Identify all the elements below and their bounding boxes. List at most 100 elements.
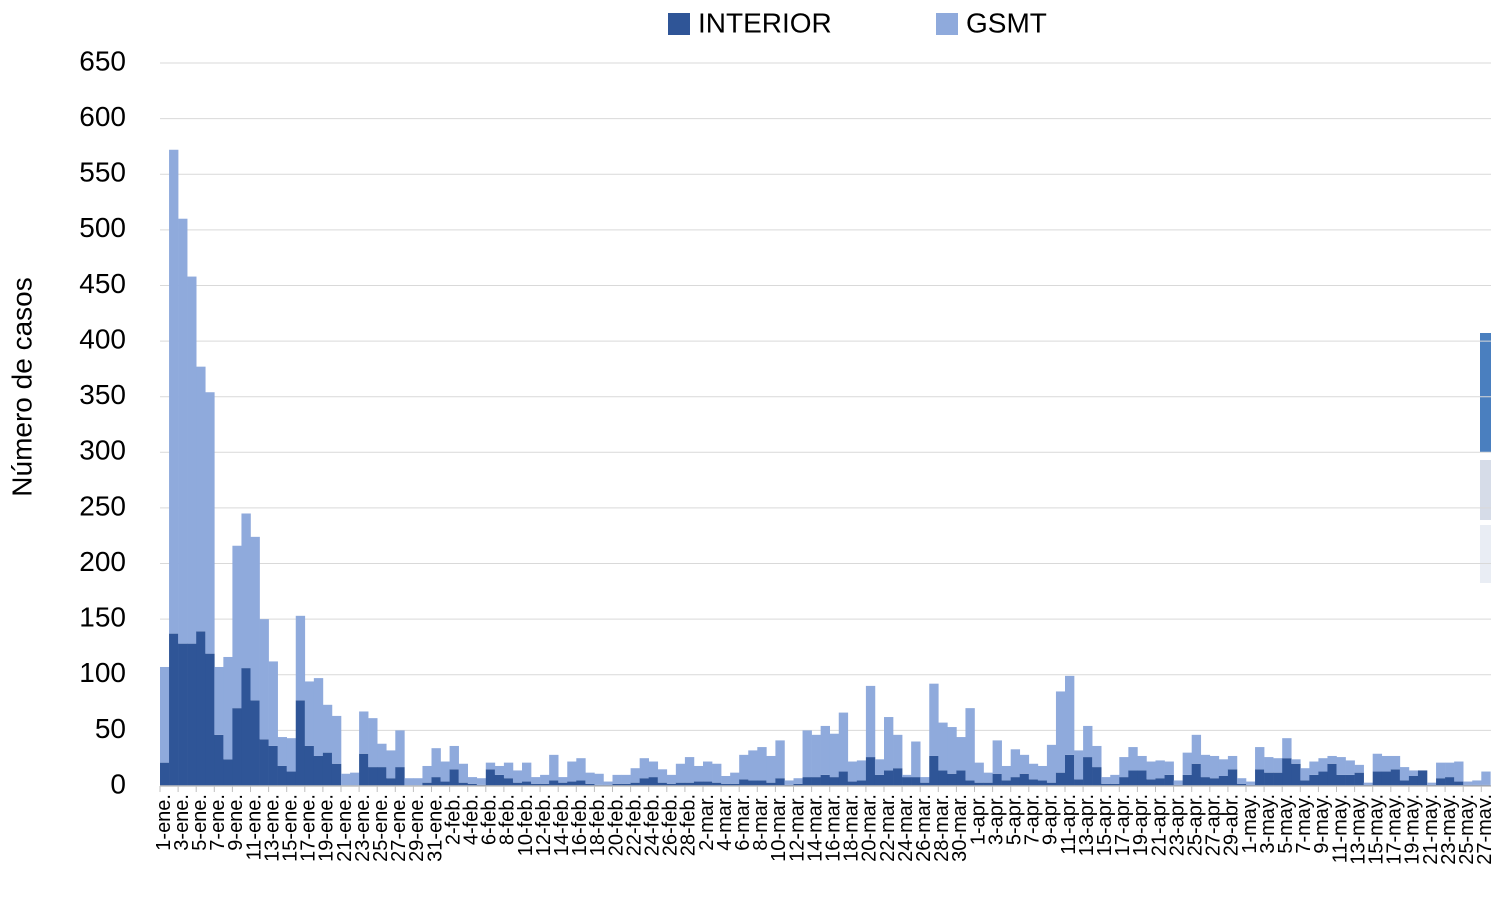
bar-segment [178, 218, 188, 644]
bar-segment [1065, 754, 1075, 786]
bar-segment [1128, 770, 1138, 786]
bar-segment [992, 740, 1002, 774]
bar-segment [1083, 725, 1093, 758]
bar-segment [1010, 777, 1021, 786]
bar-segment [196, 631, 206, 786]
bar-segment [648, 761, 659, 778]
bar-segment [494, 765, 505, 775]
legend-swatch [668, 13, 690, 35]
bar-segment [1417, 770, 1428, 786]
bar-segment [1354, 772, 1364, 786]
bar-segment [259, 619, 269, 740]
x-tick-label: 3-apr. [985, 794, 1007, 845]
bar-segment [1436, 762, 1446, 779]
bar-segment [594, 773, 604, 785]
bar-segment [485, 762, 496, 770]
x-tick-label: 21-may. [1420, 794, 1442, 865]
bar-segment [1255, 747, 1265, 770]
bar-segment [1155, 778, 1165, 786]
bar-segment [1218, 759, 1229, 776]
bar-segment [1055, 691, 1066, 773]
x-tick-label: 17-apr. [1112, 794, 1134, 856]
bar-segment [440, 761, 450, 782]
bar-segment [884, 717, 894, 771]
bar-segment [947, 727, 957, 774]
x-tick-label: 25-may. [1456, 794, 1478, 865]
bar-segment [911, 777, 921, 786]
bar-segment [522, 762, 532, 782]
x-tick-label: 18-feb. [587, 794, 609, 856]
bar-segment [766, 755, 776, 783]
bar-segment [567, 761, 577, 782]
bar-segment [205, 392, 215, 654]
bar-segment [1236, 783, 1247, 786]
bar-segment [847, 781, 858, 786]
bar-segment [956, 770, 966, 786]
bar-segment [1037, 780, 1048, 786]
x-tick-label: 22-mar. [877, 794, 899, 862]
bar-segment [1155, 760, 1165, 779]
bar-segment [286, 738, 297, 772]
bar-segment [549, 780, 559, 786]
bar-segment [1046, 782, 1057, 786]
bar-segment [368, 718, 378, 768]
bar-segment [820, 774, 830, 786]
x-tick-label: 26-feb. [660, 794, 682, 856]
bar-segment [1119, 757, 1129, 778]
bar-segment [1146, 779, 1156, 786]
bar-segment [585, 772, 595, 784]
x-tick-label: 7-apr. [1022, 794, 1044, 845]
bar-segment [558, 777, 568, 783]
bar-segment [178, 643, 188, 786]
x-tick-label: 6-mar. [732, 794, 754, 851]
bar-segment [929, 755, 939, 786]
bar-segment [1019, 773, 1030, 786]
bar-segment [739, 779, 749, 786]
bar-segment [223, 759, 233, 786]
bar-segment [1454, 761, 1464, 782]
bar-segment [214, 666, 224, 735]
x-tick-label: 9-may. [1311, 794, 1333, 854]
x-tick-label: 2-feb. [442, 794, 464, 845]
bar-segment [531, 783, 541, 786]
x-tick-label: 29-abr. [1221, 794, 1243, 856]
bar-segment [874, 774, 885, 786]
bar-segment [739, 754, 749, 780]
bar-segment [341, 773, 351, 786]
x-tick-label: 4-mar. [714, 794, 736, 851]
bar-segment [920, 777, 930, 783]
bar-segment [947, 773, 957, 786]
bar-segment [449, 745, 459, 770]
x-tick-label: 13-apr. [1076, 794, 1098, 856]
bar-segment [1282, 738, 1292, 759]
bar-segment [1273, 772, 1283, 786]
bar-segment [1427, 782, 1437, 785]
bar-segment [1282, 758, 1292, 786]
x-tick-label: 11-apr. [1058, 794, 1080, 855]
bar-segment [1010, 749, 1021, 778]
bar-segment [350, 772, 360, 786]
bar-segment [205, 653, 215, 786]
bar-segment [187, 643, 197, 786]
x-tick-label: 12-mar. [786, 794, 808, 862]
bar-segment [657, 769, 668, 783]
x-tick-label: 27-apr. [1203, 794, 1225, 856]
bar-segment [377, 767, 387, 786]
bar-segment [576, 758, 586, 781]
bar-segment [666, 783, 677, 786]
bar-segment [1092, 767, 1102, 786]
x-tick-label: 14-feb. [551, 794, 573, 856]
x-tick-label: 15-may. [1366, 794, 1388, 865]
bar-segment [811, 734, 821, 778]
y-tick-label: 500 [79, 212, 126, 243]
bar-segment [865, 685, 876, 758]
bar-segment [395, 767, 405, 786]
bar-segment [440, 781, 450, 786]
bar-segment [1445, 777, 1455, 786]
bar-segment [540, 783, 550, 786]
bar-segment [377, 743, 387, 768]
y-tick-label: 0 [110, 768, 126, 799]
bar-segment [965, 780, 975, 786]
bar-segment [956, 737, 966, 771]
bar-segment [703, 781, 713, 786]
